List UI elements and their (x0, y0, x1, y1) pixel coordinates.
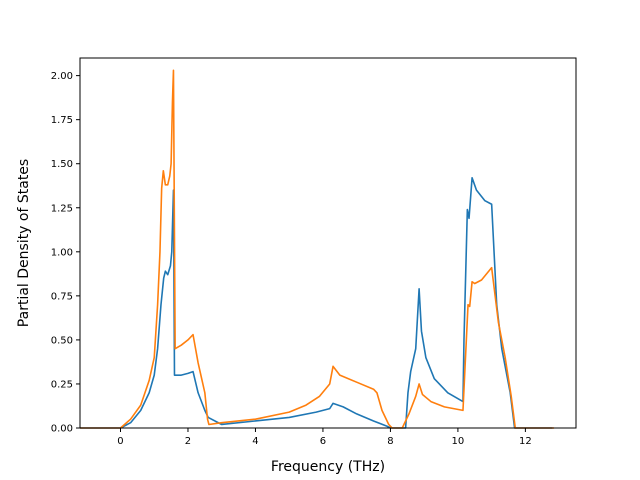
x-axis-label: Frequency (THz) (271, 459, 385, 475)
plot-frame (79, 57, 577, 429)
y-tick-label: 0.75 (51, 291, 73, 302)
y-tick-label: 2.00 (51, 71, 73, 82)
series-line-1 (80, 177, 553, 429)
y-tick-label: 0.50 (51, 335, 73, 346)
y-tick-label: 1.75 (51, 115, 73, 126)
y-tick-label: 0.00 (51, 424, 73, 435)
x-axis-ticks: 0 2 4 6 8 10 12 (117, 428, 532, 447)
x-tick-label: 10 (452, 436, 465, 447)
x-tick-label: 12 (519, 436, 532, 447)
x-tick-label: 0 (117, 436, 123, 447)
y-axis-ticks: 0.00 0.25 0.50 0.75 1.00 1.25 1.50 1.75 2.00 (51, 71, 80, 435)
y-tick-label: 1.50 (51, 159, 73, 170)
x-tick-label: 4 (252, 436, 258, 447)
series-line-2 (80, 69, 555, 429)
y-tick-label: 1.00 (51, 247, 73, 258)
y-tick-label: 0.25 (51, 379, 73, 390)
x-tick-label: 8 (387, 436, 393, 447)
series-layer (80, 69, 555, 429)
x-tick-label: 6 (320, 436, 326, 447)
y-tick-label: 1.25 (51, 203, 73, 214)
y-axis-label: Partial Density of States (16, 159, 32, 327)
x-tick-label: 2 (185, 436, 191, 447)
